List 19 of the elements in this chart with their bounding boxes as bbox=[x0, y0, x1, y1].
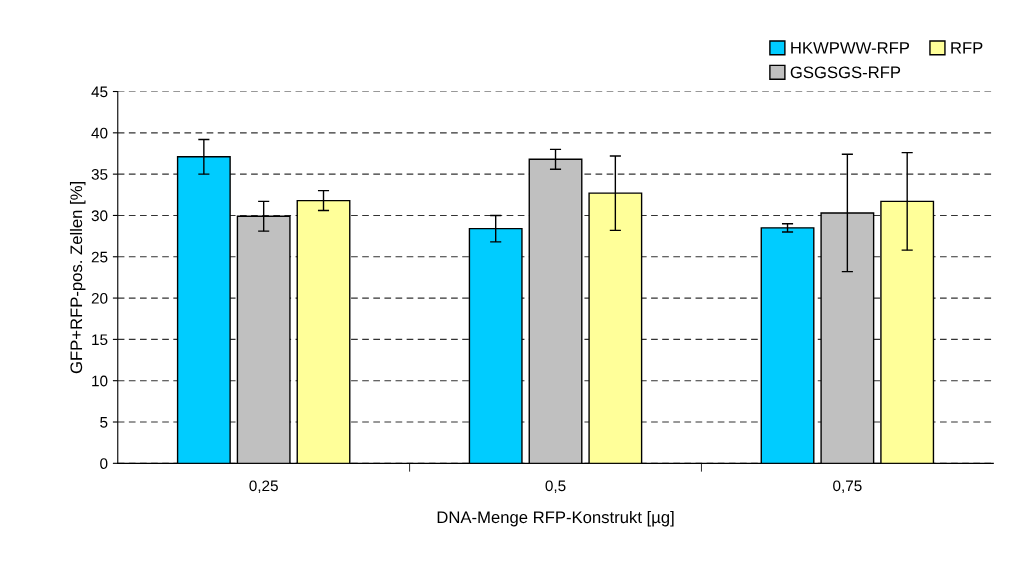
x-axis-title: DNA-Menge RFP-Konstrukt [µg] bbox=[437, 510, 674, 527]
legend-label: HKWPWW-RFP bbox=[791, 42, 910, 54]
y-axis-title: GFP+RFP-pos. Zellen [%] bbox=[69, 182, 86, 374]
x-tick-label: 0,75 bbox=[833, 480, 862, 494]
legend-label: RFP bbox=[951, 42, 983, 54]
y-tick-label: 40 bbox=[91, 127, 108, 139]
bar bbox=[760, 227, 815, 464]
legend-label: GSGSGS-RFP bbox=[790, 66, 901, 79]
y-tick-label: 45 bbox=[91, 86, 108, 98]
y-tick-label: 35 bbox=[91, 169, 108, 180]
x-tick-label: 0,5 bbox=[545, 480, 566, 494]
x-tick-label: 0,25 bbox=[249, 480, 278, 494]
y-tick-label: 0 bbox=[100, 458, 108, 470]
y-tick-label: 10 bbox=[92, 375, 108, 387]
y-tick-label: 25 bbox=[91, 251, 108, 263]
y-tick-label: 30 bbox=[91, 210, 108, 222]
y-tick-label: 20 bbox=[91, 292, 108, 304]
y-tick-label: 5 bbox=[100, 417, 108, 428]
y-tick-label: 15 bbox=[92, 334, 108, 346]
